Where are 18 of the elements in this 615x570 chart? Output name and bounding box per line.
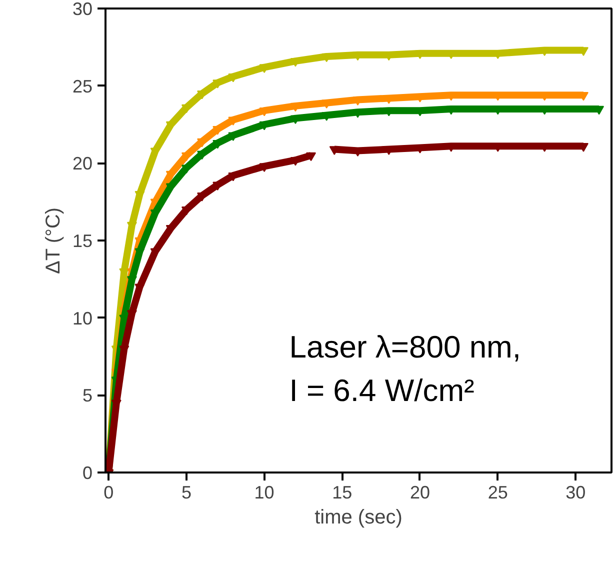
x-tick-label: 15 [332,482,352,502]
y-tick-label: 0 [82,463,93,483]
y-tick-label: 20 [72,154,93,174]
x-axis-title: time (sec) [314,506,402,528]
x-tick-label: 25 [488,482,508,502]
y-tick-label: 5 [82,386,93,406]
x-tick-label: 10 [254,482,274,502]
annotation: Laser λ=800 nm, [289,330,521,365]
y-tick-label: 30 [72,0,93,19]
y-tick-label: 25 [72,76,93,96]
x-tick-label: 30 [566,482,586,502]
y-tick-label: 10 [72,308,93,328]
annotation: I = 6.4 W/cm² [289,373,474,408]
x-tick-label: 0 [104,482,114,502]
y-tick-label: 15 [72,231,93,251]
y-axis-title: ΔT (°C) [42,207,64,274]
x-tick-label: 5 [181,482,192,502]
x-tick-label: 20 [410,482,430,502]
